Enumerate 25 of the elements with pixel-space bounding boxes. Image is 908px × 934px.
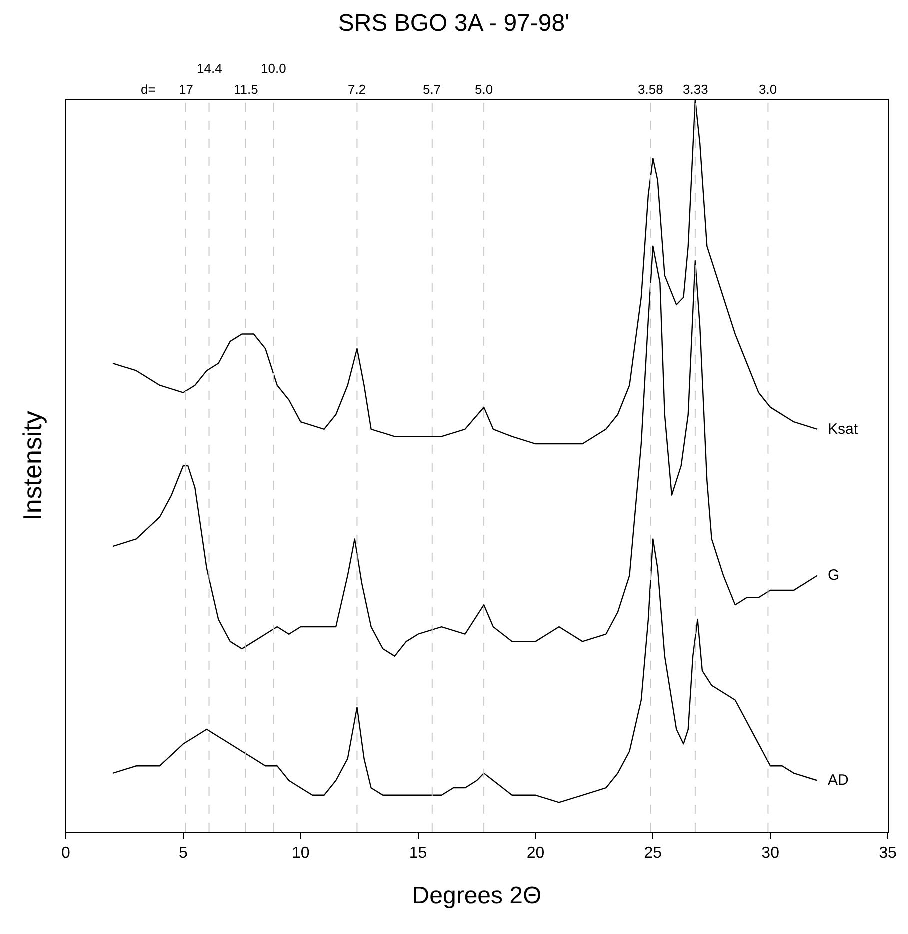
chart-title: SRS BGO 3A - 97-98' <box>338 10 570 37</box>
x-tick-label: 0 <box>62 845 71 862</box>
text: 14.4 <box>197 61 222 76</box>
text: d= <box>141 82 156 97</box>
x-tick-label: 30 <box>762 845 780 862</box>
x-tick-label: 20 <box>526 845 545 862</box>
series-label: Ksat <box>828 421 859 438</box>
text: 5.7 <box>423 82 442 97</box>
x-tick-label: 35 <box>879 845 897 862</box>
x-tick-label: 25 <box>644 845 662 862</box>
x-tick-label: 5 <box>178 845 188 862</box>
text: 3.0 <box>759 82 778 97</box>
text: 3.33 <box>683 82 708 97</box>
series-label: AD <box>828 772 850 789</box>
text: 5.0 <box>475 82 494 97</box>
text: 10.0 <box>261 61 286 76</box>
text: 3.58 <box>638 82 664 97</box>
x-axis-title: Degrees 2Θ <box>412 882 542 910</box>
text: 7.2 <box>348 82 366 97</box>
text: 11.5 <box>234 82 258 97</box>
x-tick-label: 15 <box>409 845 428 862</box>
series-label: G <box>828 567 840 584</box>
text: 17 <box>179 82 194 97</box>
y-axis-title: Instensity <box>17 411 48 521</box>
x-tick-label: 10 <box>292 845 310 862</box>
